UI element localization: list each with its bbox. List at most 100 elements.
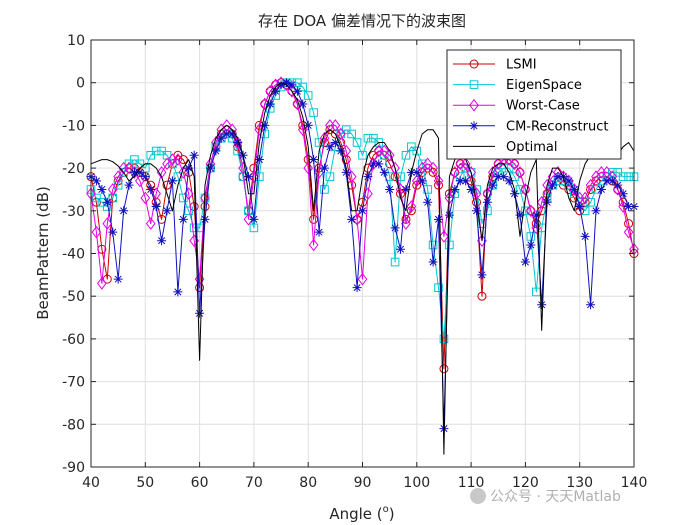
data-point	[531, 221, 542, 235]
data-point	[461, 176, 471, 186]
data-point	[390, 172, 400, 182]
data-point	[91, 176, 101, 186]
data-point	[428, 161, 438, 175]
data-point	[222, 129, 232, 139]
x-tick-label: 70	[245, 475, 263, 491]
data-point	[124, 161, 134, 175]
data-point	[526, 204, 536, 218]
data-point	[151, 146, 161, 156]
data-point	[466, 184, 476, 194]
data-point	[531, 210, 541, 220]
data-point	[298, 82, 308, 92]
watermark: 公众号 · 天天Matlab	[470, 486, 621, 506]
data-point	[320, 185, 329, 194]
series-group	[86, 76, 639, 455]
data-point	[107, 183, 118, 196]
data-point	[276, 80, 286, 90]
data-point	[145, 217, 156, 230]
data-point	[450, 184, 460, 194]
legend-label: EigenSpace	[506, 78, 582, 93]
data-point	[434, 283, 443, 292]
watermark-text: 公众号 · 天天Matlab	[490, 489, 621, 505]
data-point	[314, 227, 324, 237]
legend-marker	[469, 80, 479, 89]
data-point	[509, 157, 520, 171]
y-tick-label: -60	[62, 332, 85, 348]
series-line	[90, 82, 635, 284]
legend-label: Optimal	[506, 140, 557, 155]
data-point	[460, 157, 471, 171]
data-point	[173, 287, 183, 297]
data-point	[97, 277, 107, 290]
data-point	[542, 197, 552, 207]
data-point	[363, 172, 373, 182]
data-point	[412, 146, 422, 156]
data-point	[309, 108, 318, 117]
data-point	[558, 170, 569, 183]
data-point	[195, 283, 205, 293]
data-point	[444, 210, 454, 220]
data-point	[319, 131, 330, 145]
y-tick-label: -40	[62, 247, 85, 263]
data-point	[298, 99, 308, 109]
data-point	[515, 166, 525, 179]
data-point	[113, 274, 123, 284]
data-point	[488, 180, 498, 190]
data-point	[91, 225, 102, 239]
data-point	[292, 86, 302, 96]
data-point	[564, 176, 574, 186]
data-point	[330, 129, 340, 139]
data-point	[368, 159, 378, 169]
data-point	[308, 238, 319, 252]
data-point	[357, 272, 368, 286]
data-point	[569, 183, 580, 196]
data-point	[580, 206, 590, 216]
data-point	[477, 291, 487, 301]
data-point	[423, 185, 432, 194]
data-point	[591, 206, 601, 216]
data-point	[347, 129, 356, 139]
data-point	[548, 180, 558, 190]
data-point	[624, 219, 634, 229]
data-point	[271, 86, 281, 96]
data-point	[200, 214, 210, 224]
data-point	[287, 80, 297, 90]
data-point	[102, 217, 113, 230]
data-point	[580, 231, 590, 241]
data-point	[216, 133, 226, 143]
data-point	[466, 166, 476, 179]
legend-entry: CM-Reconstruct	[453, 119, 608, 134]
data-point	[624, 202, 634, 212]
x-axis-label: Angle (o)	[329, 504, 394, 523]
data-point	[580, 191, 590, 205]
data-point	[411, 174, 422, 188]
data-point	[195, 308, 205, 318]
data-point	[341, 144, 352, 158]
data-point	[487, 166, 498, 179]
series-optimal	[90, 82, 635, 455]
data-point	[526, 240, 536, 250]
data-point	[395, 183, 406, 196]
data-point	[537, 300, 547, 310]
data-point	[482, 197, 492, 207]
data-point	[602, 176, 612, 186]
data-point	[596, 184, 606, 194]
data-point	[449, 166, 460, 179]
data-point	[439, 334, 449, 344]
data-point	[184, 163, 194, 173]
data-point	[618, 172, 628, 181]
data-point	[384, 148, 395, 162]
data-point	[281, 78, 291, 88]
chart-title: 存在 DOA 偏差情况下的波束图	[258, 12, 466, 30]
data-point	[433, 174, 444, 188]
data-point	[422, 157, 433, 171]
data-point	[254, 155, 264, 165]
data-point	[113, 170, 123, 183]
data-point	[129, 167, 139, 177]
x-tick-label: 130	[566, 475, 593, 491]
data-point	[341, 167, 351, 177]
data-point	[515, 210, 525, 220]
data-point	[423, 197, 433, 207]
x-tick-label: 120	[512, 475, 539, 491]
data-point	[303, 91, 313, 100]
